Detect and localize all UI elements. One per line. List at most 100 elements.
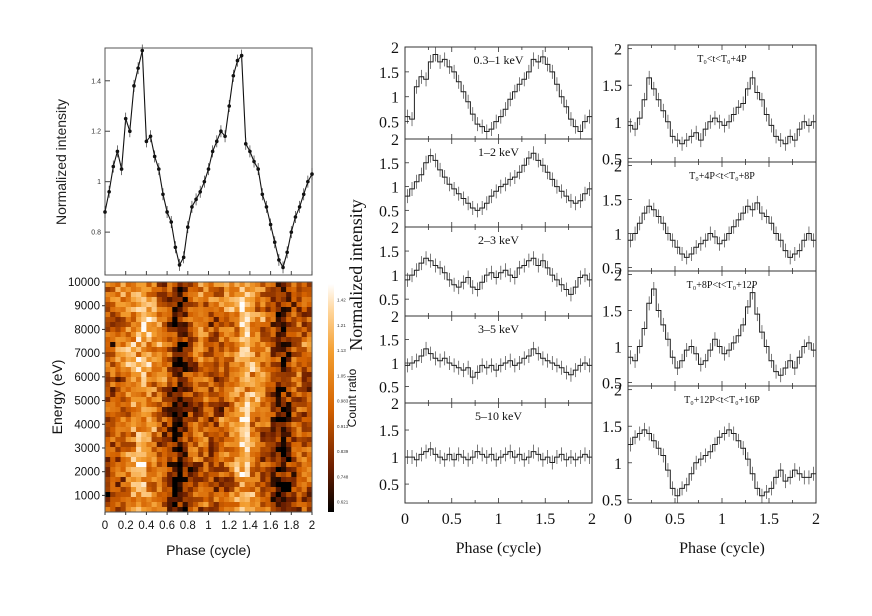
heatmap-cell bbox=[265, 502, 271, 508]
heatmap-cell bbox=[301, 317, 308, 323]
heatmap-cell bbox=[229, 402, 235, 408]
heatmap-cell bbox=[120, 367, 127, 373]
heatmap-cell bbox=[213, 322, 220, 328]
heatmap-cell bbox=[130, 482, 137, 488]
heatmap-cell bbox=[136, 287, 142, 293]
heatmap-cell bbox=[167, 417, 173, 423]
heatmap-cell bbox=[182, 342, 189, 348]
heatmap-cell bbox=[156, 392, 163, 398]
energy_bands-ytick-label: 1.5 bbox=[379, 244, 399, 261]
heatmap-cell bbox=[296, 417, 303, 423]
heatmap-cell bbox=[187, 387, 194, 393]
heatmap-cell bbox=[301, 352, 308, 358]
heatmap-cell bbox=[151, 432, 158, 438]
heatmap-cell bbox=[208, 482, 215, 488]
heatmap-cell bbox=[120, 382, 127, 388]
heatmap-cell bbox=[161, 422, 168, 428]
heatmap-cell bbox=[296, 507, 303, 512]
heatmap-cell bbox=[187, 492, 194, 498]
heatmap-cell bbox=[270, 467, 277, 473]
heatmap-cell bbox=[125, 402, 132, 408]
heatmap-cell bbox=[229, 412, 235, 418]
heatmap-cell bbox=[239, 422, 246, 428]
heatmap-cell bbox=[105, 487, 111, 493]
heatmap-cell bbox=[291, 472, 297, 478]
heatmap-cell bbox=[208, 317, 215, 323]
heatmap-cell bbox=[130, 457, 137, 463]
heatmap-cell bbox=[213, 342, 220, 348]
heatmap-cell bbox=[234, 332, 240, 338]
energy_bands-ytick-label: 1 bbox=[391, 450, 399, 467]
heatmap-cell bbox=[156, 442, 163, 448]
heatmap-cell bbox=[301, 452, 308, 458]
heatmap-cell bbox=[208, 412, 215, 418]
heatmap-cell bbox=[244, 342, 251, 348]
heatmap-cell bbox=[270, 422, 277, 428]
heatmap-cell bbox=[146, 462, 152, 468]
profile-point-34 bbox=[243, 142, 248, 146]
heatmap-cell bbox=[146, 312, 152, 318]
heatmap-cell bbox=[275, 427, 282, 433]
heatmap-cell bbox=[161, 477, 168, 483]
heatmap-cell bbox=[291, 502, 297, 508]
heatmap-cell bbox=[280, 487, 287, 493]
heatmap-cell bbox=[249, 507, 256, 512]
heatmap-cell bbox=[125, 427, 132, 433]
heatmap-cell bbox=[229, 292, 235, 298]
energy_bands-xlabel: Phase (cycle) bbox=[456, 540, 542, 557]
heatmap-cell bbox=[151, 327, 158, 333]
heatmap-cell bbox=[265, 362, 271, 368]
heatmap-cell bbox=[229, 347, 235, 353]
heatmap-cell bbox=[105, 472, 111, 478]
heatmap-cell bbox=[213, 407, 220, 413]
heatmap-cell bbox=[249, 402, 256, 408]
heatmap-cell bbox=[105, 437, 111, 443]
heatmap-cell bbox=[265, 412, 271, 418]
heatmap-cell bbox=[208, 427, 215, 433]
heatmap-cell bbox=[208, 312, 215, 318]
heatmap-cell bbox=[224, 307, 230, 313]
heatmap-cell bbox=[265, 367, 271, 373]
heatmap-cell bbox=[291, 302, 297, 308]
heatmap-cell bbox=[301, 477, 308, 483]
heatmap-cell bbox=[125, 302, 132, 308]
heatmap-cell bbox=[182, 332, 189, 338]
heatmap-cell bbox=[130, 497, 137, 503]
heatmap-cell bbox=[151, 292, 158, 298]
heatmap-cell bbox=[275, 387, 282, 393]
heatmap-cell bbox=[120, 342, 127, 348]
heatmap-cell bbox=[115, 297, 121, 303]
heatmap-cell bbox=[249, 292, 256, 298]
heatmap-cell bbox=[275, 457, 282, 463]
heatmap-cell bbox=[110, 417, 116, 423]
heatmap-cell bbox=[291, 322, 297, 328]
heatmap-cell bbox=[198, 282, 204, 288]
heatmap-cell bbox=[239, 372, 246, 378]
heatmap-cell bbox=[177, 317, 184, 323]
heatmap-cell bbox=[192, 427, 199, 433]
heatmap-cell bbox=[167, 497, 173, 503]
heatmap-cell bbox=[136, 427, 142, 433]
heatmap-cell bbox=[239, 327, 246, 333]
heatmap-cell bbox=[203, 327, 209, 333]
heatmap-cell bbox=[291, 382, 297, 388]
heatmap-cell bbox=[151, 437, 158, 443]
heatmap-cell bbox=[301, 462, 308, 468]
heatmap-cell bbox=[125, 492, 132, 498]
heatmap-cell bbox=[306, 502, 312, 508]
heatmap-cell bbox=[249, 467, 256, 473]
heatmap-cell bbox=[286, 342, 292, 348]
heatmap-cell bbox=[110, 342, 116, 348]
heatmap-cell bbox=[208, 422, 215, 428]
heatmap-cell bbox=[286, 402, 292, 408]
profile-point-39 bbox=[264, 205, 269, 209]
heatmap-cell bbox=[224, 422, 230, 428]
energy_bands-ytick-label: 0.5 bbox=[379, 477, 399, 494]
heatmap-cell bbox=[141, 347, 147, 353]
heatmap-cell bbox=[110, 352, 116, 358]
heatmap-cell bbox=[286, 297, 292, 303]
heatmap-cell bbox=[146, 287, 152, 293]
profile-point-18 bbox=[177, 263, 182, 267]
time_slices-ytick-label: 1.5 bbox=[602, 78, 622, 95]
time_slices-ytick-label: 2 bbox=[614, 383, 622, 400]
